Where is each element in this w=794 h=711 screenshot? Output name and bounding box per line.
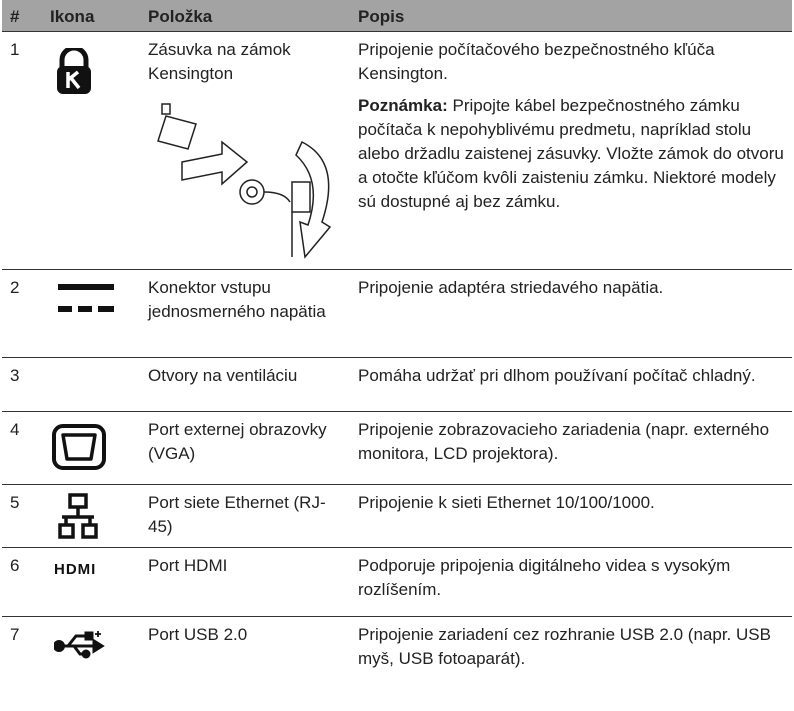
header-cell: Položka — [148, 7, 213, 26]
description: Pripojenie zobrazovacieho zariadenia (na… — [358, 420, 770, 463]
note-text: Pripojte kábel bezpečnostného zámku počí… — [358, 96, 784, 211]
row: 4 Port externej obrazovky (VGA) Pripojen… — [2, 412, 792, 485]
note-label: Poznámka: — [358, 96, 448, 115]
item: Port siete Ethernet (RJ-45) — [148, 493, 326, 536]
description-text: Pripojenie počítačového bezpečnostného k… — [358, 40, 715, 83]
description: Pripojenie zariadení cez rozhranie USB 2… — [358, 625, 771, 668]
ethernet-icon — [58, 493, 98, 539]
usb-icon — [54, 631, 105, 659]
header-cell: Ikona — [50, 7, 95, 26]
description: Pomáha udržať pri dlhom používaní počíta… — [358, 366, 756, 385]
header-row: # Ikona Položka Popis — [2, 0, 792, 32]
row: 5 Port siete Ethernet (RJ-45) Pripojenie… — [2, 485, 792, 548]
table: # Ikona Položka Popis 1 Zásuvka na zámok… — [2, 0, 792, 692]
row: 2 Konektor vstupu jednosmerného napätia … — [2, 270, 792, 358]
item: Konektor vstupu jednosmerného napätia — [148, 278, 326, 321]
lock-illustration — [157, 103, 332, 259]
number: 4 — [10, 420, 20, 439]
description: Pripojenie adaptéra striedavého napätia. — [358, 278, 664, 297]
item: Port externej obrazovky (VGA) — [148, 420, 327, 463]
row: 6 HDMI Port HDMI Podporuje pripojenia di… — [2, 548, 792, 617]
description: Pripojenie počítačového bezpečnostného k… — [358, 38, 788, 214]
number: 5 — [10, 493, 20, 512]
description: Pripojenie k sieti Ethernet 10/100/1000. — [358, 493, 655, 512]
number: 3 — [10, 366, 20, 385]
row: 1 Zásuvka na zámok Kensington Pripojenie… — [2, 32, 792, 270]
vga-icon — [52, 424, 106, 470]
item: Port USB 2.0 — [148, 625, 248, 644]
row: 7 Port USB 2.0 Pripojenie zariadení cez … — [2, 617, 792, 692]
kensington-icon — [57, 48, 91, 94]
description: Podporuje pripojenia digitálneho videa s… — [358, 556, 731, 599]
number: 7 — [10, 625, 20, 644]
number: 6 — [10, 556, 20, 575]
row: 3 Otvory na ventiláciu Pomáha udržať pri… — [2, 358, 792, 412]
note: Poznámka: Pripojte kábel bezpečnostného … — [358, 94, 788, 214]
item: Port HDMI — [148, 556, 228, 575]
dc-icon — [58, 284, 114, 312]
header-cell: # — [10, 7, 20, 26]
hdmi-logo: HDMI — [54, 561, 97, 578]
number: 2 — [10, 278, 20, 297]
number: 1 — [10, 40, 20, 59]
header-cell: Popis — [358, 7, 405, 26]
item: Otvory na ventiláciu — [148, 366, 298, 385]
item: Zásuvka na zámok Kensington — [148, 40, 291, 83]
